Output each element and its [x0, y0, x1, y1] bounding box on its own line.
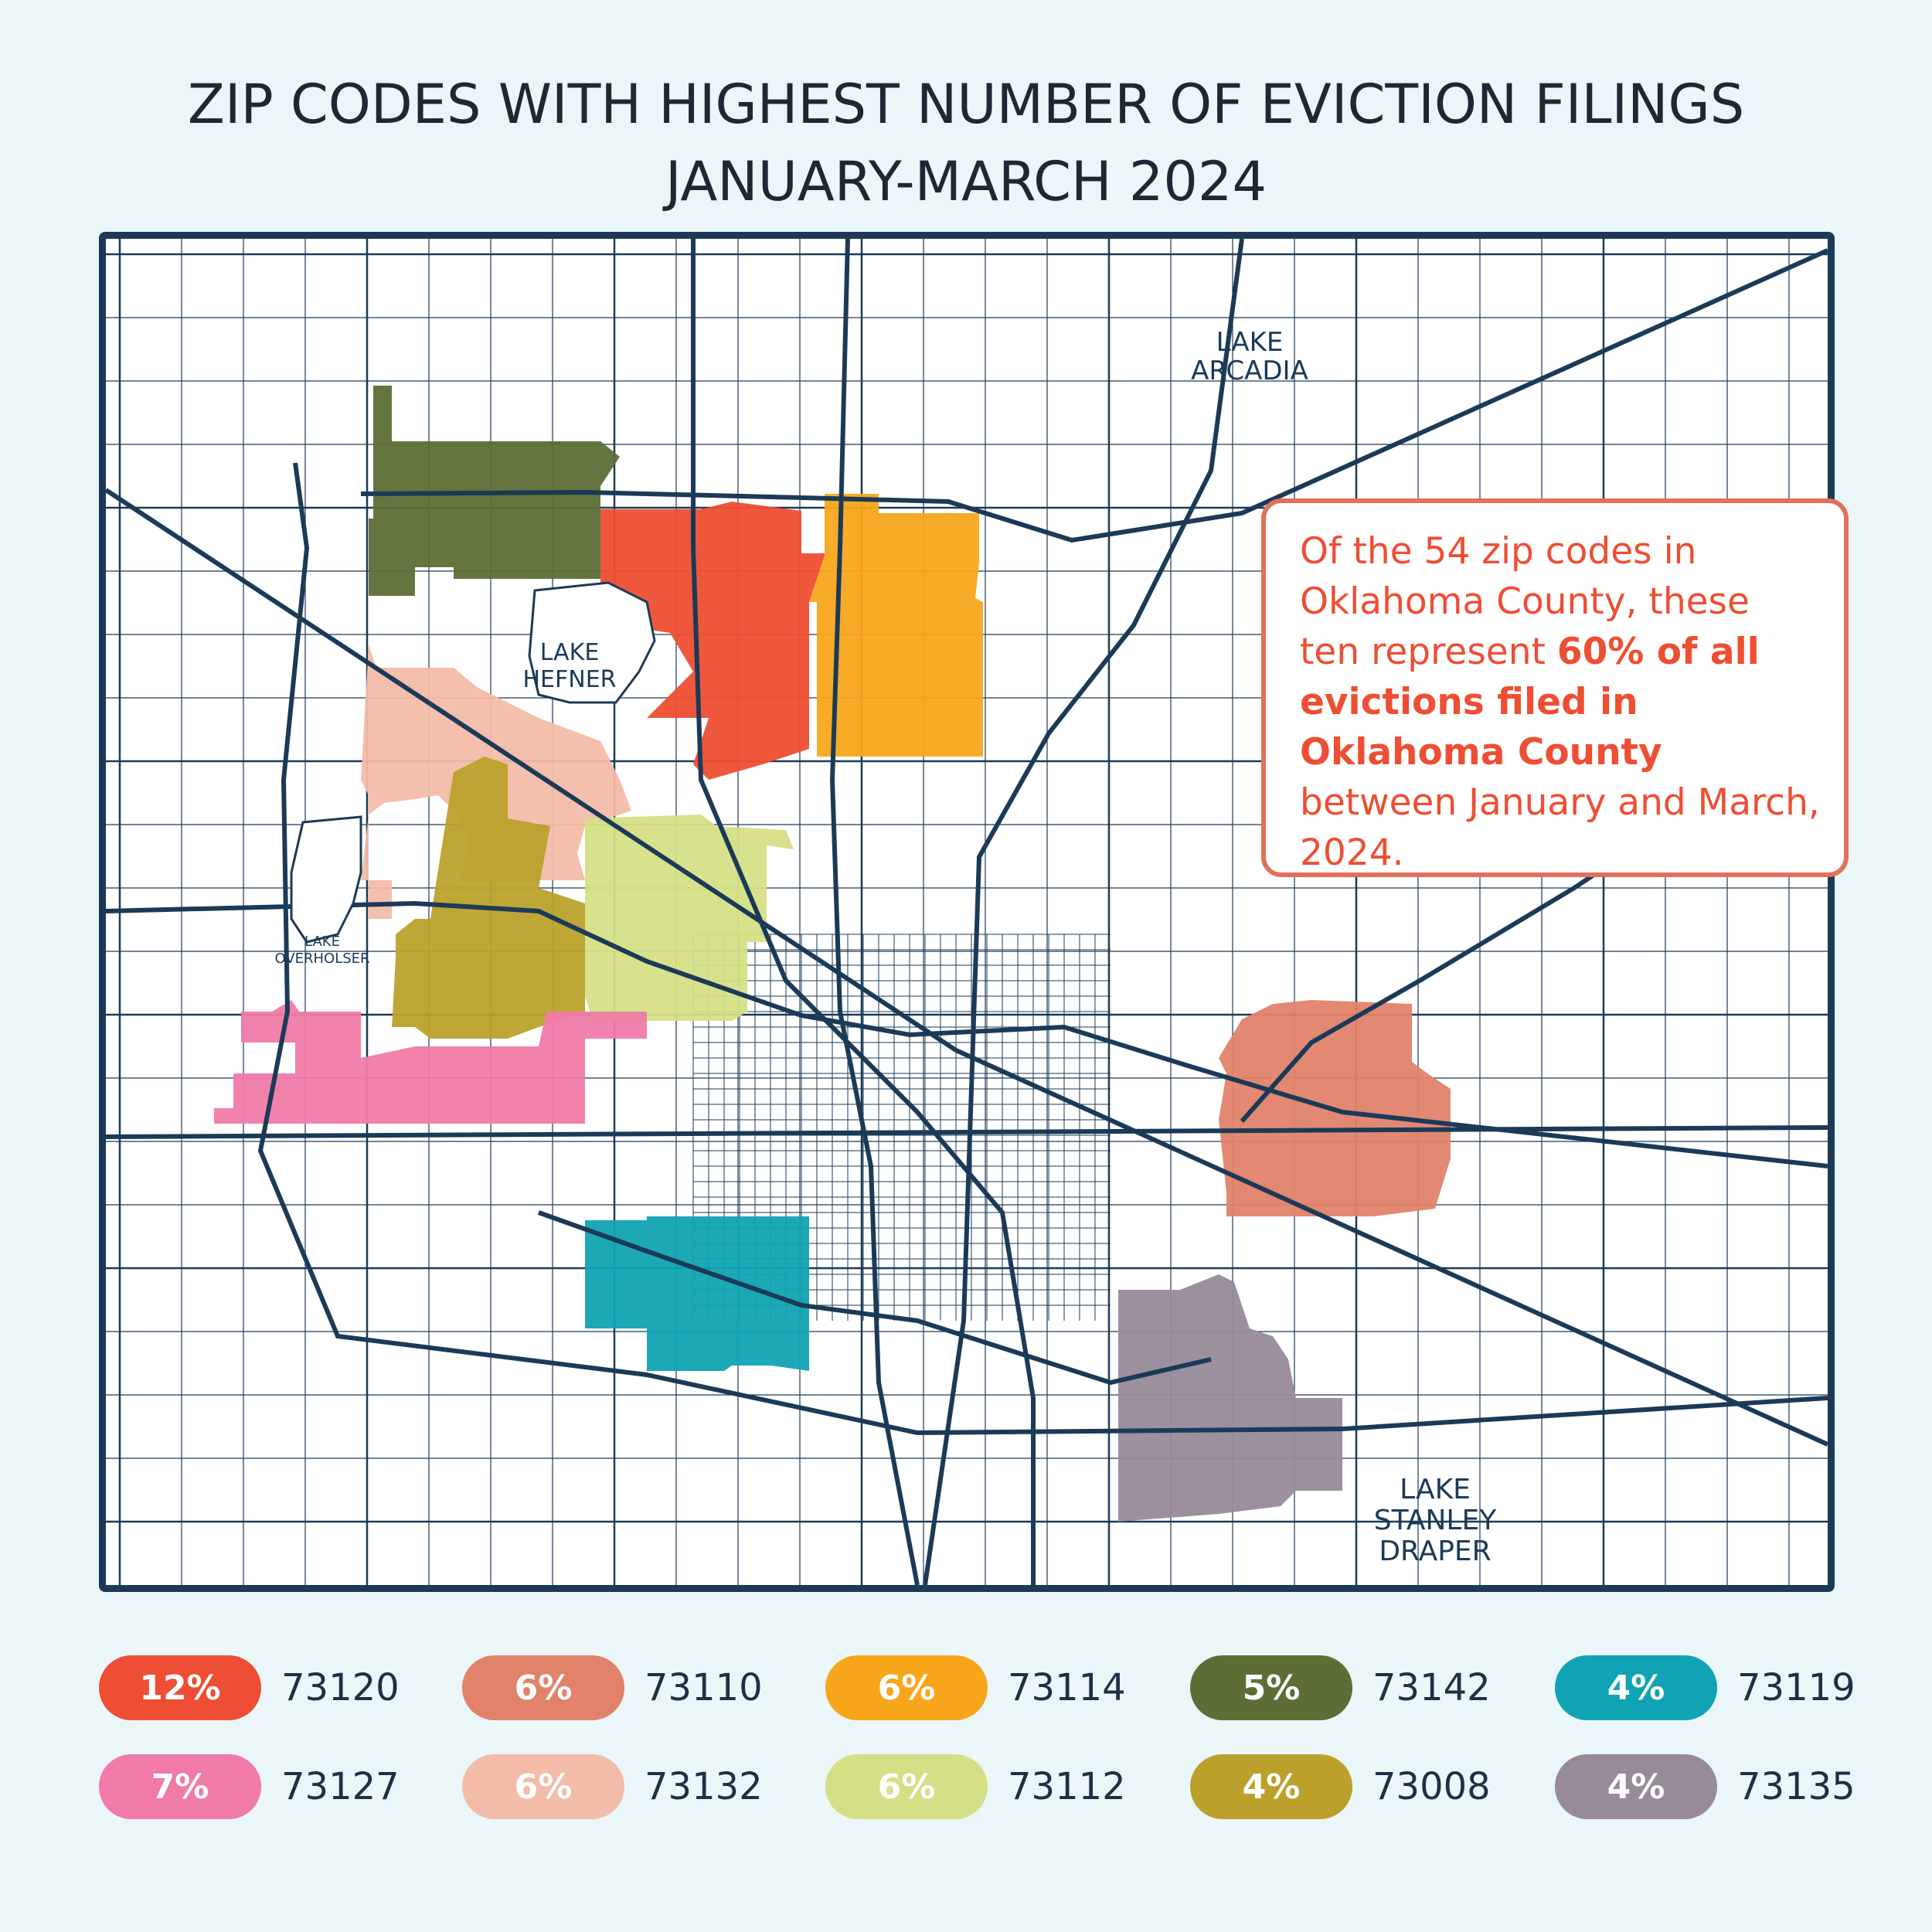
callout-text-2: between January and March, 2024. [1300, 781, 1820, 874]
zip-region-73114 [809, 494, 983, 757]
legend-item-73142: 5% 73142 [1190, 1655, 1491, 1720]
legend-percent-pill: 6% [825, 1754, 988, 1819]
lake-hefner [528, 581, 656, 704]
legend-zip-code: 73132 [645, 1765, 763, 1808]
map-frame: LAKE ARCADIA LAKE HEFNER LAKE OVERHOLSER… [99, 232, 1835, 1592]
label-lake-arcadia-2: ARCADIA [1191, 355, 1308, 386]
zip-region-73135 [1118, 1274, 1342, 1522]
legend-item-73114: 6% 73114 [825, 1655, 1126, 1720]
label-lake-stanley-draper-3: DRAPER [1379, 1536, 1491, 1567]
legend-item-73132: 6% 73132 [462, 1754, 763, 1819]
map-canvas: LAKE ARCADIA LAKE HEFNER LAKE OVERHOLSER… [106, 239, 1828, 1585]
page-title: ZIP CODES WITH HIGHEST NUMBER OF EVICTIO… [0, 66, 1932, 220]
legend-percent-pill: 6% [462, 1655, 624, 1720]
legend-percent-pill: 5% [1190, 1655, 1352, 1720]
highways [106, 239, 1828, 1585]
label-lake-overholser-2: OVERHOLSER [274, 951, 369, 967]
title-line-1: ZIP CODES WITH HIGHEST NUMBER OF EVICTIO… [187, 73, 1745, 136]
legend-percent-pill: 6% [825, 1655, 988, 1720]
legend-item-73120: 12% 73120 [99, 1655, 400, 1720]
label-lake-stanley-draper-1: LAKE [1400, 1474, 1471, 1505]
legend-zip-code: 73120 [281, 1666, 400, 1709]
legend-item-73112: 6% 73112 [825, 1754, 1126, 1819]
label-lake-hefner-2: HEFNER [522, 666, 616, 693]
legend-item-73127: 7% 73127 [99, 1754, 400, 1819]
legend-item-73135: 4% 73135 [1555, 1754, 1855, 1819]
legend-item-73119: 4% 73119 [1555, 1655, 1855, 1720]
zip-region-73120 [600, 502, 825, 780]
legend-zip-code: 73110 [645, 1666, 763, 1709]
label-lake-overholser-1: LAKE [304, 934, 340, 950]
label-lake-hefner-1: LAKE [540, 639, 600, 666]
legend-percent-pill: 4% [1190, 1754, 1352, 1819]
legend-zip-code: 73112 [1008, 1765, 1126, 1808]
zip-region-73119 [585, 1216, 809, 1371]
zip-region-73008 [392, 757, 585, 1039]
label-lake-stanley-draper-2: STANLEY [1374, 1505, 1497, 1536]
lake-overholser [290, 815, 362, 944]
legend-percent-pill: 6% [462, 1754, 624, 1819]
legend-zip-code: 73135 [1737, 1765, 1855, 1808]
legend-zip-code: 73114 [1008, 1666, 1126, 1709]
legend-item-73110: 6% 73110 [462, 1655, 763, 1720]
zip-region-73127 [214, 1000, 647, 1124]
legend-percent-pill: 7% [99, 1754, 261, 1819]
callout-text-bold: 60% of all evictions filed in Oklahoma C… [1300, 631, 1760, 774]
legend-percent-pill: 4% [1555, 1754, 1717, 1819]
callout-text-1: Of the 54 zip codes in Oklahoma County, … [1300, 530, 1750, 673]
map-labels: LAKE ARCADIA LAKE HEFNER LAKE OVERHOLSER… [274, 327, 1497, 1567]
title-line-2: JANUARY-MARCH 2024 [665, 150, 1267, 213]
legend-item-73008: 4% 73008 [1190, 1754, 1491, 1819]
legend-percent-pill: 12% [99, 1655, 261, 1720]
callout-box: Of the 54 zip codes in Oklahoma County, … [1261, 498, 1849, 877]
legend-zip-code: 73127 [281, 1765, 400, 1808]
lakes [290, 581, 656, 944]
label-lake-arcadia-1: LAKE [1216, 327, 1284, 358]
legend-percent-pill: 4% [1555, 1655, 1717, 1720]
legend-zip-code: 73008 [1372, 1765, 1491, 1808]
legend-zip-code: 73142 [1372, 1666, 1491, 1709]
street-grid [106, 239, 1828, 1585]
zip-region-73112 [585, 815, 794, 1021]
legend-zip-code: 73119 [1737, 1666, 1855, 1709]
